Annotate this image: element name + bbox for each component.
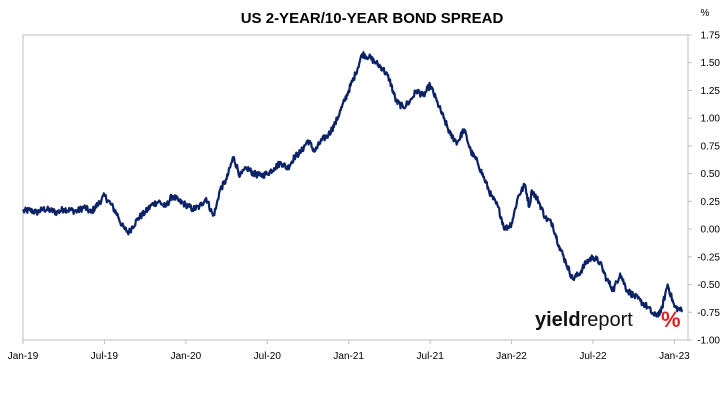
y-tick-label: 1.00	[701, 114, 721, 125]
y-tick-label: -0.75	[697, 308, 720, 319]
y-tick-label: 0.00	[701, 225, 721, 236]
chart-title: US 2-YEAR/10-YEAR BOND SPREAD	[241, 10, 504, 27]
percent-logo-icon: %	[661, 307, 681, 332]
yieldreport-logo: yieldreport %	[535, 307, 681, 332]
spread-series-line	[22, 51, 684, 318]
x-tick-label: Jan-19	[8, 351, 39, 362]
y-tick-label: 0.25	[701, 197, 721, 208]
y-tick-label: -1.00	[697, 336, 720, 347]
x-tick-label: Jan-22	[496, 351, 527, 362]
x-tick-label: Jul-21	[417, 351, 445, 362]
y-tick-label: 0.50	[701, 169, 721, 180]
y-tick-label: 1.75	[701, 31, 721, 42]
x-tick-label: Jul-22	[579, 351, 607, 362]
plot-area-border	[22, 34, 689, 341]
y-tick-label: 0.75	[701, 141, 721, 152]
x-axis: Jan-19 Jul-19 Jan-20 Jul-20 Jan-21 Jul-21 Jan-…	[8, 340, 690, 362]
y-tick-label: 1.50	[701, 58, 721, 69]
x-tick-label: Jul-19	[91, 351, 119, 362]
x-tick-label: Jan-23	[659, 351, 690, 362]
y-axis: 1.75 1.50 1.25 1.00 0.75 0.50 0.25 0.00 -0.25 -0.…	[688, 31, 720, 347]
x-tick-label: Jan-21	[333, 351, 364, 362]
svg-text:yieldreport: yieldreport	[535, 309, 633, 331]
x-tick-label: Jan-20	[171, 351, 202, 362]
y-tick-label: -0.50	[697, 280, 720, 291]
y-tick-label: 1.25	[701, 86, 721, 97]
x-tick-label: Jul-20	[254, 351, 282, 362]
y-axis-unit: %	[701, 8, 710, 19]
y-tick-label: -0.25	[697, 252, 720, 263]
